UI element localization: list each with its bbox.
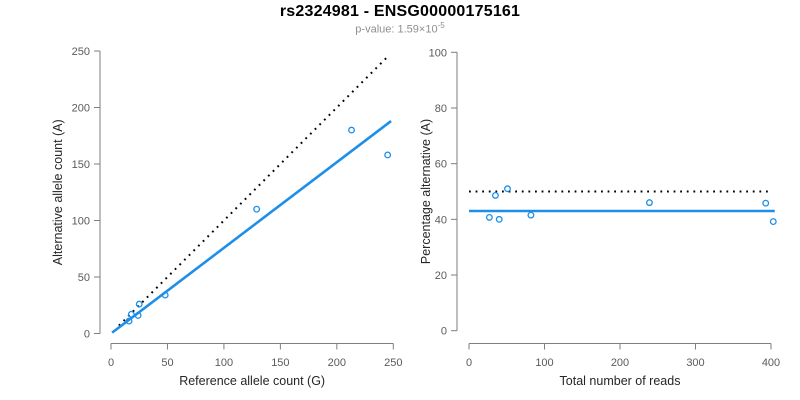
x-axis-title: Total number of reads <box>560 374 681 388</box>
figure-subtitle: p-value: 1.59×10-5 <box>0 20 800 36</box>
chart-panel-left: 0 50 100 150 200 250 0 50 100 150 200 250 Reference … <box>51 46 402 388</box>
y-axis-tick-label: 250 <box>72 46 90 58</box>
x-axis-title: Reference allele count (G) <box>179 374 325 388</box>
data-point <box>134 311 142 319</box>
y-axis-tick-label: 60 <box>435 159 447 171</box>
x-axis-tick-label: 400 <box>762 357 780 369</box>
data-point <box>384 151 392 159</box>
y-axis-tick-label: 100 <box>429 47 447 59</box>
x-axis-tick-label: 0 <box>108 357 114 369</box>
x-axis-tick-label: 100 <box>535 357 553 369</box>
x-axis-tick-label: 300 <box>686 357 704 369</box>
y-axis-tick-label: 150 <box>72 159 90 171</box>
pvalue-text: p-value: 1.59×10 <box>355 23 438 36</box>
data-point <box>127 310 135 318</box>
y-axis-tick-label: 100 <box>72 216 90 228</box>
x-axis-tick-label: 150 <box>271 357 289 369</box>
data-point <box>485 213 493 221</box>
x-axis-tick-label: 250 <box>384 357 402 369</box>
data-point <box>645 199 653 207</box>
y-axis-tick-label: 200 <box>72 103 90 115</box>
chart-panel-right: 0 20 40 60 80 100 0 100 200 300 400 Total number of… <box>419 47 780 388</box>
y-axis-tick-label: 40 <box>435 214 447 226</box>
data-point <box>495 215 503 223</box>
x-axis-tick-label: 200 <box>611 357 629 369</box>
data-point <box>161 291 169 299</box>
data-point <box>527 211 535 219</box>
data-point <box>125 317 133 325</box>
fitted-ratio-line <box>111 120 392 334</box>
y-axis-title: Alternative allele count (A) <box>51 119 65 265</box>
x-axis-tick-label: 200 <box>328 357 346 369</box>
x-axis-tick-label: 50 <box>161 357 173 369</box>
x-axis-tick-label: 0 <box>466 357 472 369</box>
data-point <box>348 126 355 134</box>
data-point <box>491 191 499 199</box>
y-axis-tick-label: 80 <box>435 103 447 115</box>
data-point <box>762 199 770 207</box>
figure-title: rs2324981 - ENSG00000175161 <box>279 3 521 20</box>
y-axis-title: Percentage alternative (A) <box>419 119 433 264</box>
y-axis-tick-label: 20 <box>435 270 447 282</box>
y-axis-tick-label: 0 <box>84 329 90 341</box>
identity-50pct-line <box>118 57 388 327</box>
data-point <box>135 300 143 308</box>
y-axis-tick-label: 50 <box>78 272 90 284</box>
pvalue-exponent-text: -5 <box>437 20 445 30</box>
data-point <box>253 205 261 213</box>
x-axis-tick-label: 100 <box>215 357 233 369</box>
data-point <box>769 218 777 226</box>
y-axis-tick-label: 0 <box>441 326 447 338</box>
data-point <box>504 185 511 193</box>
figure-header: rs2324981 - ENSG00000175161 p-value: 1.5… <box>0 3 800 35</box>
